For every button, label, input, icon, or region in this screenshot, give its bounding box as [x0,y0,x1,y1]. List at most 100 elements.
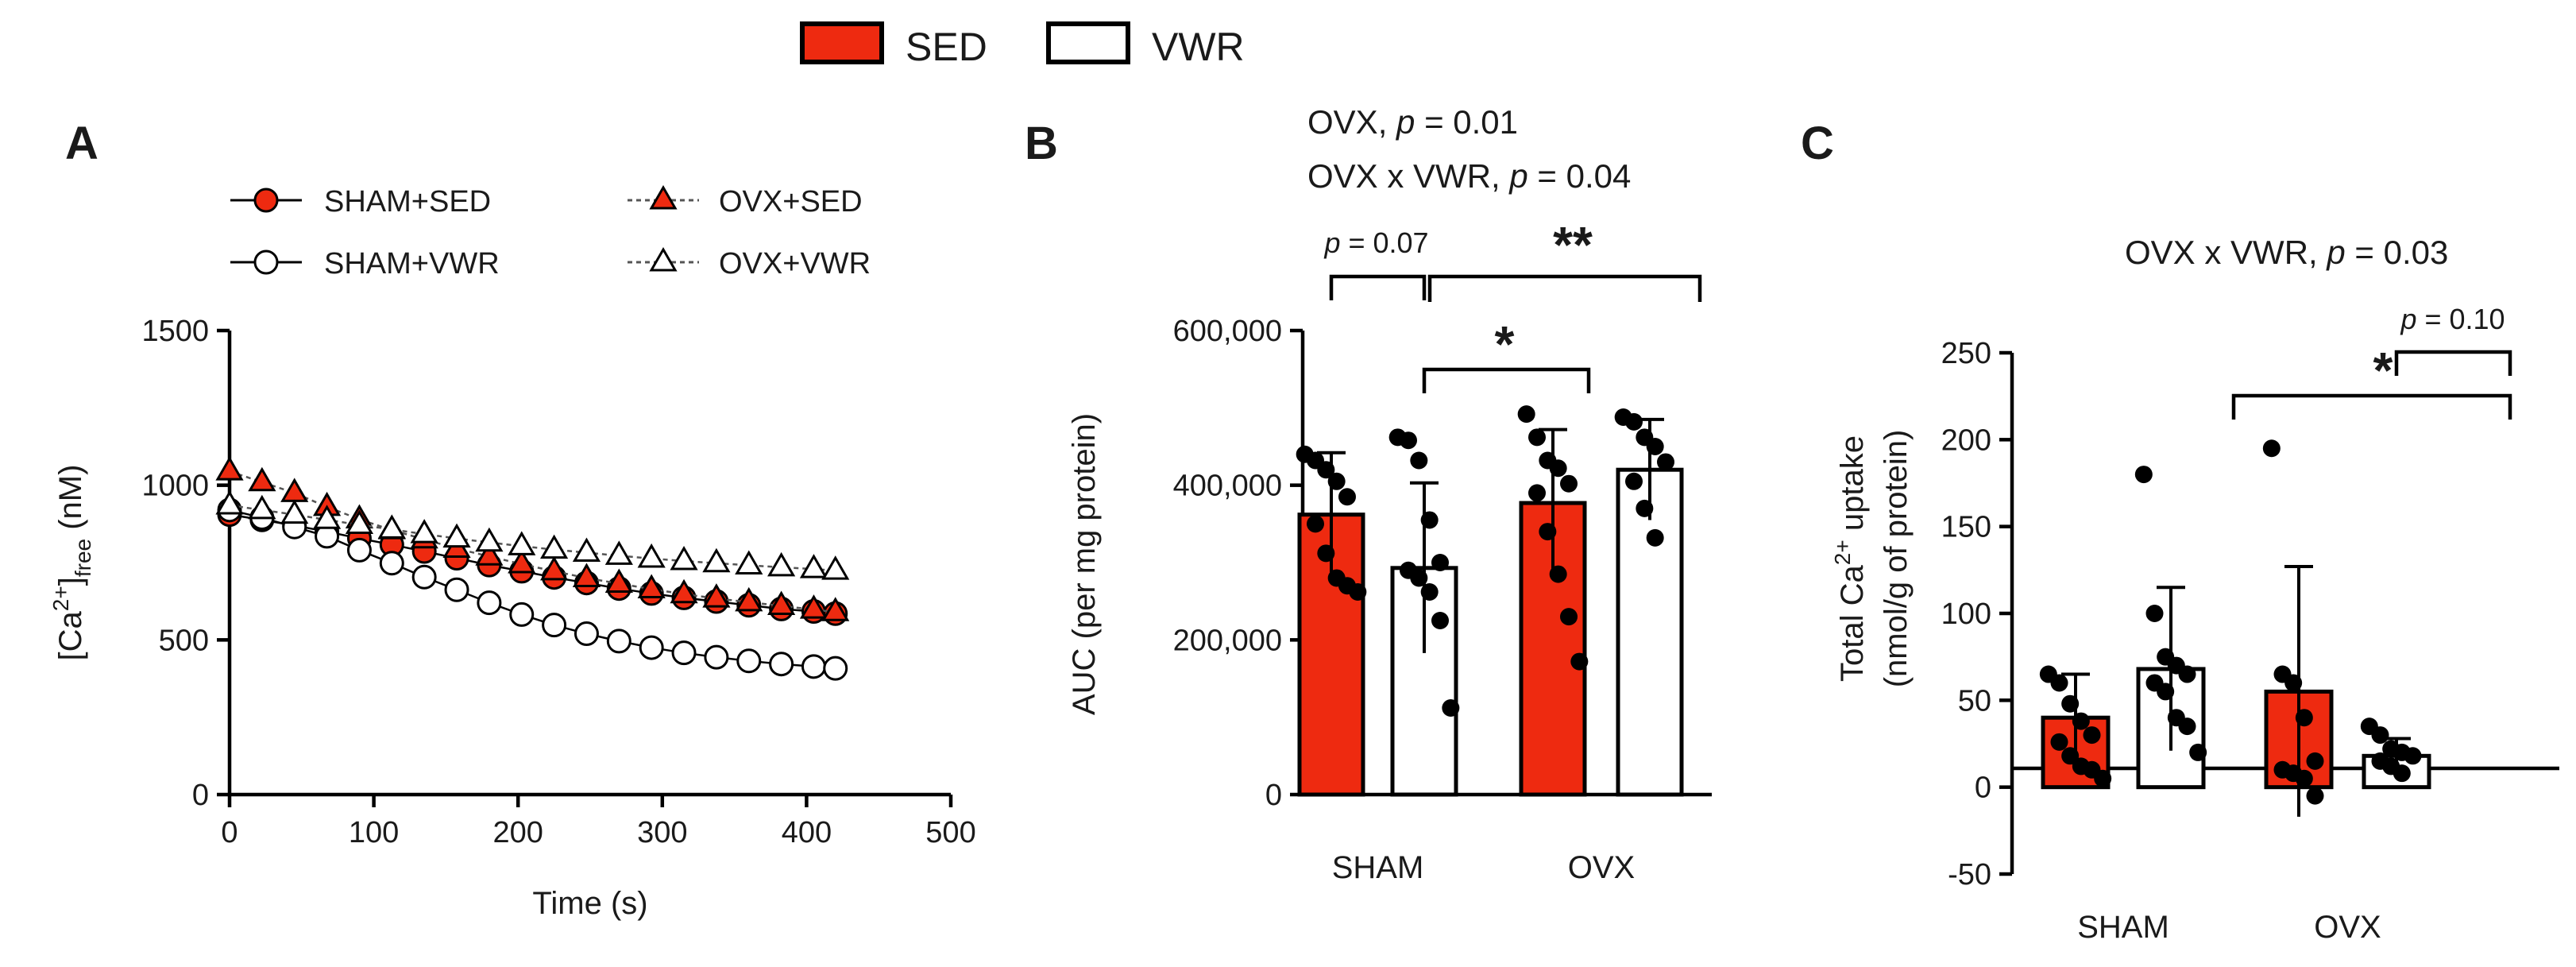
legend-label-sham-sed: SHAM+SED [324,185,491,219]
data-point-sed-sham [2094,769,2112,787]
point-ovx-sed [508,548,536,574]
point-sham-vwr [509,601,535,627]
legend-label-sham-vwr: SHAM+VWR [324,247,500,280]
category-label-ovx: OVX [2314,910,2381,945]
x-tick-label: 200 [492,816,543,849]
data-point-vwr-sham [1410,569,1428,587]
data-point-sed-sham [1327,472,1346,490]
data-point-vwr-ovx [1646,528,1664,547]
category-label-sham: SHAM [2077,910,2169,945]
data-point-vwr-ovx [1636,499,1654,517]
data-point-sed-sham [1349,582,1367,601]
point-ovx-sed [821,597,850,621]
data-point-sed-ovx [2295,709,2313,727]
y-tick-label: 250 [1941,337,1991,370]
x-tick-label: 500 [925,816,975,849]
data-point-vwr-sham [2134,466,2153,484]
top-legend: SED VWR [800,21,1245,69]
legend-marker-sham-sed [253,188,279,213]
panel-b-y-label: AUC (per mg protein) [1067,413,1102,715]
data-point-sed-sham [1317,461,1335,479]
data-point-sed-ovx [1517,405,1535,424]
panel-c-bracket-star [2231,393,2512,420]
data-point-sed-sham [2050,674,2068,692]
panel-b-star-single: * [1495,315,1515,373]
data-point-sed-sham [2083,726,2101,745]
point-ovx-vwr [670,546,698,571]
point-ovx-vwr [442,523,471,548]
data-point-vwr-sham [2157,683,2175,701]
y-tick-label: 50 [1958,684,1991,718]
point-ovx-sed [604,568,633,593]
y-tick-label: 600,000 [1173,315,1282,348]
point-sham-vwr [671,640,697,666]
y-tick-label: 400,000 [1173,470,1282,503]
point-ovx-sed [280,478,309,502]
point-ovx-vwr [377,514,406,539]
data-point-sed-ovx [1560,608,1578,626]
point-ovx-sed [248,466,276,492]
data-point-vwr-ovx [1657,453,1674,471]
point-ovx-sed [670,578,698,604]
data-point-sed-ovx [2262,439,2281,458]
y-tick-label: 1500 [141,315,209,348]
legend-marker-sham-vwr [253,249,279,275]
category-label-ovx: OVX [1568,850,1635,885]
panel-c-bracket-p [2394,350,2512,376]
data-point-sed-ovx [1539,523,1557,541]
legend-swatch-vwr [1046,21,1130,64]
panel-a-series [215,456,850,681]
point-ovx-vwr [475,527,504,552]
data-point-vwr-sham [1400,431,1417,450]
y-tick-label: 500 [159,624,209,657]
data-point-vwr-sham [1410,451,1428,470]
data-point-sed-sham [1338,488,1356,506]
point-sham-vwr [823,656,848,681]
data-point-vwr-ovx [1625,412,1643,431]
data-point-sed-ovx [1549,459,1567,478]
data-point-vwr-sham [2145,605,2164,622]
x-tick-label: 100 [349,816,399,849]
panel-b-star-double: ** [1553,216,1593,273]
panel-c-stat-line1: OVX x VWR, p = 0.03 [2125,234,2448,271]
panel-b-p-sham: p = 0.07 [1323,226,1428,259]
point-sham-vwr [606,629,631,654]
point-ovx-sed [735,586,763,612]
legend-label-ovx-sed: OVX+SED [719,185,863,219]
panel-b-letter: B [1025,118,1058,169]
y-tick-label: 0 [1265,779,1282,812]
point-ovx-vwr [248,494,276,520]
legend-marker-ovx-vwr [649,246,678,272]
panel-b-bracket-single [1422,367,1591,393]
panel-c-p-ovx: p = 0.10 [2400,303,2505,335]
data-point-sed-ovx [1549,565,1567,583]
point-ovx-sed [540,555,569,581]
panel-c-letter: C [1801,118,1834,169]
data-point-sed-ovx [2295,769,2313,787]
panel-b-bracket-double [1427,274,1702,302]
panel-c-y-label-line2: (nmol/g of protein) [1879,430,1914,688]
point-sham-vwr [639,635,664,660]
data-point-vwr-ovx [1625,472,1643,490]
point-ovx-vwr [572,537,601,563]
data-point-vwr-sham [1420,511,1439,529]
data-point-vwr-sham [2178,718,2196,736]
panel-b-bracket-sham [1329,274,1427,300]
point-sham-vwr [477,590,502,616]
point-ovx-sed [767,590,796,616]
panel-b-stat-line2: OVX x VWR, p = 0.04 [1307,157,1631,195]
panel-c-bars: SHAM OVX [2039,439,2431,945]
panel-c-axes: -50 0 50 100 150 200 250 [1941,337,2559,892]
data-point-vwr-ovx [2371,726,2389,745]
point-ovx-vwr [540,534,569,559]
panel-c: C OVX x VWR, p = 0.03 -50 0 50 100 150 200 250… [1801,118,2559,945]
panel-a-letter: A [65,118,98,169]
point-ovx-vwr [508,531,536,555]
point-ovx-vwr [702,547,731,573]
legend-label-vwr: VWR [1152,25,1245,69]
point-ovx-vwr [604,540,633,565]
point-sham-vwr [411,564,437,590]
panel-c-star: * [2373,342,2393,399]
y-tick-label: 150 [1941,511,1991,544]
panel-a-y-label: [Ca2+]free (nM) [48,465,95,661]
